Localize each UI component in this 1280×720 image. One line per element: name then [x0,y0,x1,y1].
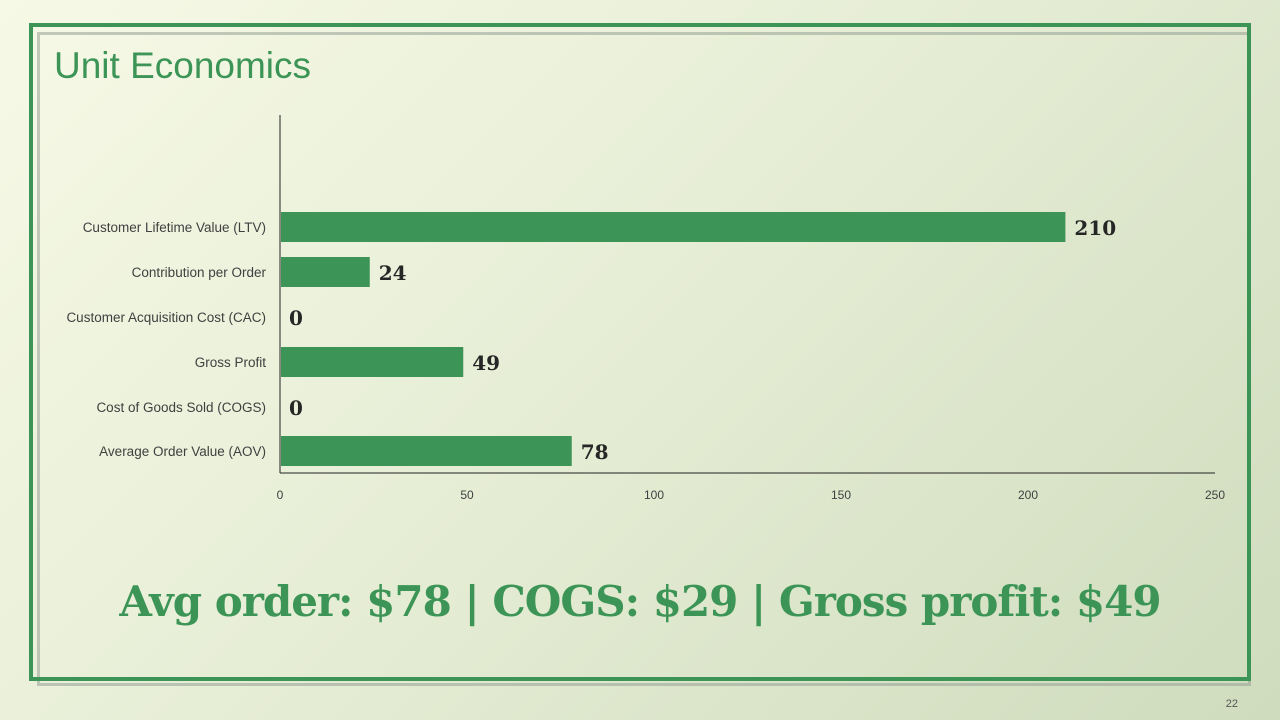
category-label: Gross Profit [195,355,267,370]
category-label: Customer Lifetime Value (LTV) [83,220,266,235]
x-tick-label: 0 [277,488,284,502]
x-tick-label: 100 [644,488,664,502]
bar [281,212,1066,242]
data-label: 0 [289,396,303,420]
slide-title: Unit Economics [54,45,312,86]
x-tick-label: 50 [460,488,474,502]
data-label: 24 [379,261,407,285]
x-tick-label: 200 [1018,488,1038,502]
category-label: Cost of Goods Sold (COGS) [96,400,266,415]
summary-headline: Avg order: $78 | COGS: $29 | Gross profi… [119,577,1161,626]
data-label: 78 [581,440,609,464]
bar [281,257,370,287]
category-label: Customer Acquisition Cost (CAC) [66,310,266,325]
page-number: 22 [1225,698,1238,710]
slide-frame [29,23,1251,681]
bar [281,436,572,466]
category-label: Average Order Value (AOV) [99,444,266,459]
category-label: Contribution per Order [132,265,267,280]
data-label: 0 [289,306,303,330]
x-tick-label: 250 [1205,488,1225,502]
x-tick-label: 150 [831,488,851,502]
data-label: 49 [472,351,500,375]
bar [281,347,464,377]
data-label: 210 [1074,216,1116,240]
